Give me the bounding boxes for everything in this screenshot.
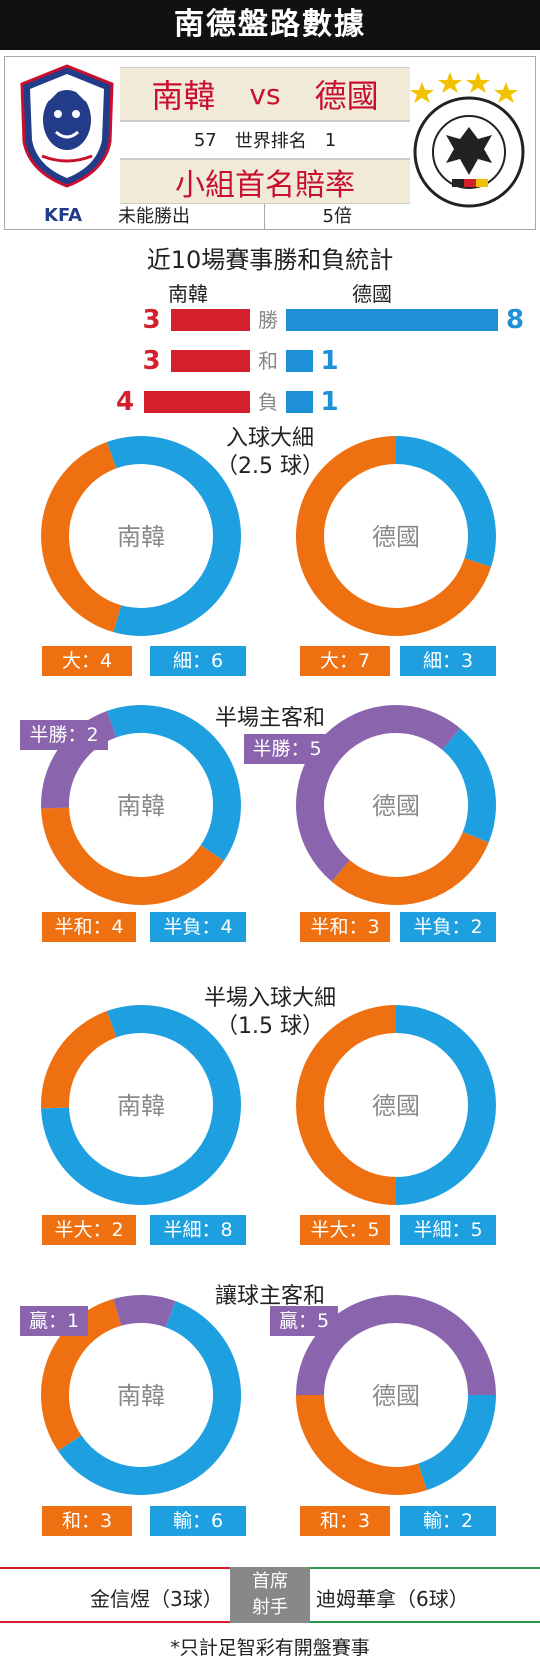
chip-hc-a-win: 贏：1	[20, 1306, 88, 1336]
odds-row: 未能勝出 5倍	[90, 204, 410, 230]
team-b-name: 德國	[314, 77, 379, 115]
donut-half-a-label: 南韓	[117, 792, 165, 820]
donut-hc-b-slice	[296, 1394, 427, 1495]
wdl-value-b: 1	[320, 387, 339, 417]
chip-goals-a-big: 大：4	[42, 646, 132, 676]
scorer-label-1: 首席	[252, 1571, 288, 1592]
wdl-value-b: 1	[320, 346, 339, 376]
donut-half-b-slice	[331, 831, 489, 905]
odds-title: 小組首名賠率	[175, 167, 355, 203]
footnote: *只計足智彩有開盤賽事	[170, 1637, 370, 1659]
vs-label: vs	[249, 77, 281, 111]
rank-b: 1	[324, 129, 337, 151]
wdl-bar-b	[286, 391, 313, 413]
chip-hg-a-small: 半細：8	[150, 1215, 246, 1245]
chip-half-b-win: 半勝：5	[244, 734, 330, 764]
wdl-value-a: 3	[142, 346, 161, 376]
scorer-label: 首席 射手	[230, 1567, 310, 1623]
donut-hg-a-label: 南韓	[117, 1092, 165, 1120]
wdl-bar-a	[144, 391, 250, 413]
chip-hc-a-lose: 輸：6	[150, 1506, 246, 1536]
top-scorer-row: 金信煜（3球） 首席 射手 迪姆華拿（6球）	[0, 1567, 540, 1623]
chip-goals-b-big: 大：7	[300, 646, 390, 676]
odds-a: 未能勝出	[90, 204, 265, 230]
donut-hg-b-slice	[296, 1005, 397, 1205]
donut-hc-b-label: 德國	[372, 1382, 420, 1410]
page-title: 南德盤路數據	[0, 0, 540, 50]
wdl-bar-b	[286, 350, 313, 372]
recent-team-b: 德國	[352, 282, 392, 306]
team-a-name: 南韓	[151, 77, 216, 115]
donut-hg-b-slice	[395, 1005, 496, 1205]
wdl-label: 和	[250, 346, 286, 376]
dfb-crest-icon	[413, 96, 525, 208]
matchup-band: 南韓 vs 德國	[120, 67, 410, 121]
kfa-crest-icon	[20, 64, 114, 188]
scorer-a: 金信煜（3球）	[90, 1587, 223, 1611]
chip-hc-b-draw: 和：3	[300, 1506, 390, 1536]
wdl-label: 負	[250, 387, 286, 417]
chip-goals-b-small: 細：3	[400, 646, 496, 676]
wdl-value-b: 8	[506, 305, 525, 335]
chip-hg-b-big: 半大：5	[300, 1215, 390, 1245]
chip-hg-b-small: 半細：5	[400, 1215, 496, 1245]
donut-half-b-slice	[296, 705, 461, 882]
chip-half-b-lose: 半負：2	[400, 912, 496, 942]
rank-band: 57 世界排名 1	[120, 121, 410, 159]
odds-title-band: 小組首名賠率	[120, 159, 410, 204]
kfa-label: KFA	[44, 205, 83, 226]
chip-half-a-draw: 半和：4	[42, 912, 136, 942]
wdl-row: 和 3 1	[0, 346, 540, 376]
chip-goals-a-small: 細：6	[150, 646, 246, 676]
half-goals-title: 半場入球大細	[203, 986, 336, 1011]
wdl-bar-b	[286, 309, 498, 331]
donut-half-b-slice	[441, 728, 496, 843]
chip-half-b-draw: 半和：3	[300, 912, 390, 942]
donut-goals-a-label: 南韓	[117, 523, 165, 551]
donut-hg-b-label: 德國	[372, 1092, 420, 1120]
donut-hg-a-slice	[41, 1005, 241, 1205]
rank-label: 世界排名	[234, 131, 307, 152]
chip-hg-a-big: 半大：2	[42, 1215, 136, 1245]
donut-hc-a-label: 南韓	[117, 1382, 165, 1410]
scorer-label-2: 射手	[252, 1597, 288, 1618]
stars-icon	[410, 72, 518, 103]
recent-title: 近10場賽事勝和負統計	[146, 246, 394, 274]
chip-half-a-lose: 半負：4	[150, 912, 246, 942]
wdl-value-a: 4	[116, 387, 135, 417]
wdl-bar-a	[170, 309, 250, 331]
recent-team-a: 南韓	[168, 282, 208, 306]
chip-hc-b-lose: 輸：2	[400, 1506, 496, 1536]
chip-hc-a-draw: 和：3	[42, 1506, 132, 1536]
donut-goals-b-label: 德國	[372, 523, 420, 551]
goals-title: 入球大細	[225, 426, 314, 451]
wdl-value-a: 3	[142, 305, 161, 335]
scorer-b: 迪姆華拿（6球）	[316, 1587, 469, 1611]
rank-a: 57	[193, 129, 217, 151]
half-goals-subtitle: （1.5 球）	[216, 1014, 324, 1039]
wdl-bar-a	[170, 350, 250, 372]
chip-half-a-win: 半勝：2	[20, 720, 108, 750]
chip-hc-b-win: 贏：5	[270, 1306, 338, 1336]
odds-b: 5倍	[322, 206, 352, 227]
wdl-row: 勝 3 8	[0, 305, 540, 335]
goals-subtitle: （2.5 球）	[216, 454, 324, 479]
donut-half-b-label: 德國	[372, 792, 420, 820]
wdl-label: 勝	[250, 305, 286, 335]
donut-half-a-slice	[106, 705, 241, 861]
donut-hc-a-slice	[58, 1301, 241, 1495]
donut-hc-b-slice	[417, 1394, 496, 1491]
donut-half-a-slice	[41, 807, 224, 905]
wdl-row: 負 4 1	[0, 387, 540, 417]
